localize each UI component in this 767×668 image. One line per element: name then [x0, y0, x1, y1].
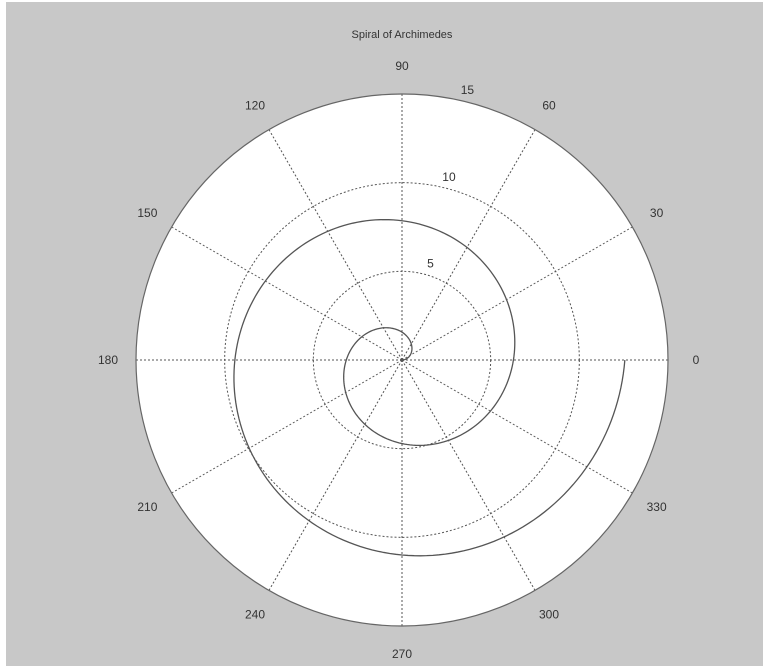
angle-tick-label: 180 [98, 353, 118, 367]
spiral-series-line [233, 218, 626, 557]
radius-tick-labels: 5 10 15 [427, 83, 474, 270]
angular-grid-spoke [171, 226, 403, 361]
angle-tick-label: 90 [395, 59, 409, 73]
angle-tick-label: 60 [542, 98, 556, 112]
angular-grid-spoke [401, 226, 633, 361]
angle-tick-labels: 0 30 60 90 120 150 180 210 240 270 300 330 [98, 59, 700, 661]
angle-tick-label: 210 [137, 500, 157, 514]
radius-tick-label: 10 [442, 170, 456, 184]
angle-tick-label: 330 [647, 500, 667, 514]
angle-tick-label: 0 [693, 353, 700, 367]
angular-grid-spoke [268, 359, 403, 591]
angular-grid-spoke [401, 129, 536, 361]
angular-grid-spoke [401, 359, 536, 591]
radius-tick-label: 15 [461, 83, 475, 97]
angle-tick-label: 30 [650, 206, 664, 220]
angle-tick-label: 150 [137, 206, 157, 220]
angle-tick-label: 300 [539, 608, 559, 622]
radius-tick-label: 5 [427, 256, 434, 270]
angle-tick-label: 270 [392, 647, 412, 661]
angular-grid-spoke [268, 129, 403, 361]
angular-grid-spoke [171, 359, 403, 494]
angle-tick-label: 120 [245, 98, 265, 112]
angular-grid-spoke [401, 359, 633, 494]
angular-grid [136, 94, 668, 626]
chart-title: Spiral of Archimedes [352, 29, 453, 41]
polar-axes-outline [135, 93, 669, 627]
angle-tick-label: 240 [245, 608, 265, 622]
